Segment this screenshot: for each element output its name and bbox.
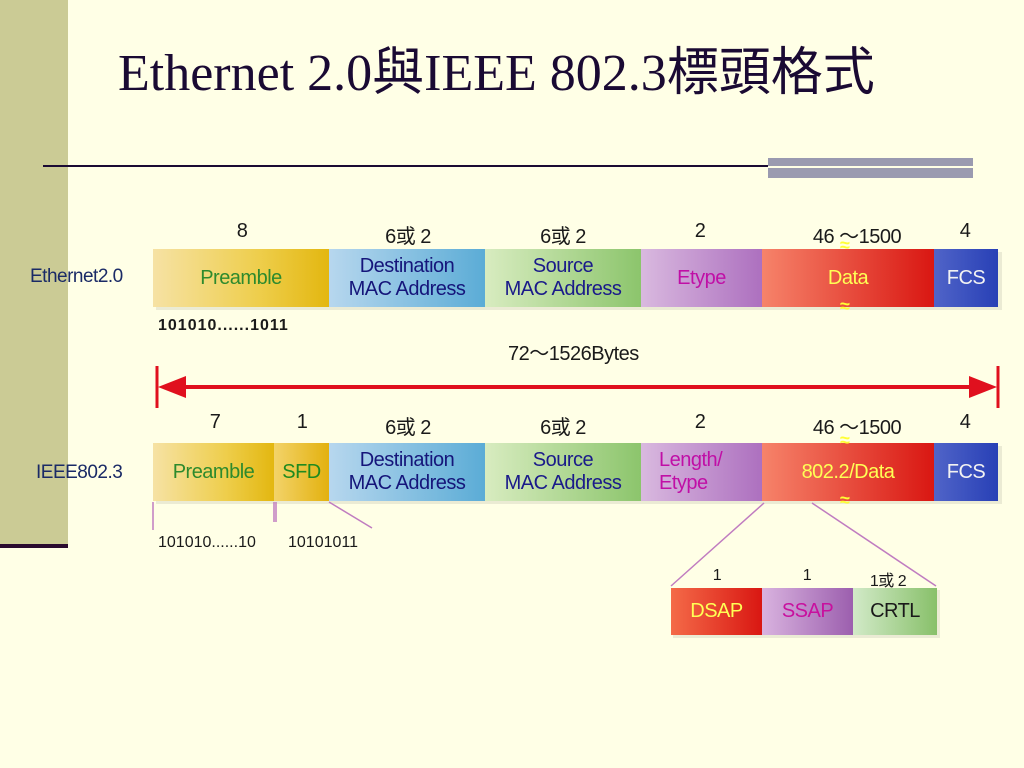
ieee8023-field-fcs: FCS xyxy=(934,443,998,501)
ethernet2-row-label: Ethernet2.0 xyxy=(30,266,123,287)
ieee8023-break-mark-bottom: ≈ xyxy=(840,490,850,510)
ethernet2-break-mark-bottom: ≈ xyxy=(840,296,850,316)
frame-length-arrow xyxy=(155,366,1000,408)
ethernet2-field-preamble: Preamble xyxy=(153,249,329,307)
title-accent-stripe xyxy=(768,166,973,168)
ethernet2-field-fcs: FCS xyxy=(934,249,998,307)
ieee8023-field-data: 802.2/Data xyxy=(762,443,934,501)
ethernet2-break-mark-top: ≈ xyxy=(840,235,850,255)
ieee8023-field-length-etype: Length/ Etype xyxy=(641,443,762,501)
ethernet2-field-destination: Destination MAC Address xyxy=(329,249,485,307)
ieee8023-size-sfd: 1 xyxy=(296,411,308,433)
ethernet2-preamble-bits: 101010......1011 xyxy=(158,317,289,334)
ieee8023-break-mark-top: ≈ xyxy=(840,430,850,450)
slide-title: Ethernet 2.0與IEEE 802.3標頭格式 xyxy=(118,45,875,102)
total-frame-length: 72～1526Bytes xyxy=(508,343,639,365)
sidebar-decoration xyxy=(0,0,68,548)
ieee8023-preamble-bits: 101010......10 xyxy=(158,534,256,551)
ieee8023-size-data: 46 ～1500 xyxy=(812,417,902,439)
ieee8023-size-source: 6或 2 xyxy=(540,417,586,439)
ethernet2-size-etype: 2 xyxy=(694,220,706,242)
llc-field-dsap: DSAP xyxy=(671,588,762,635)
ieee8023-size-preamble: 7 xyxy=(209,411,221,433)
llc-size-dsap: 1 xyxy=(712,567,722,584)
ieee8023-field-preamble: Preamble xyxy=(153,443,274,501)
ethernet2-size-destination: 6或 2 xyxy=(385,226,431,248)
ethernet2-size-data: 46 ～1500 xyxy=(812,226,902,248)
ethernet2-field-etype: Etype xyxy=(641,249,762,307)
ieee8023-sfd-bits: 10101011 xyxy=(288,534,358,551)
llc-size-ssap: 1 xyxy=(802,567,812,584)
llc-field-crtl: CRTL xyxy=(853,588,937,635)
ieee8023-field-destination: Destination MAC Address xyxy=(329,443,485,501)
title-underline xyxy=(43,165,773,167)
ethernet2-size-source: 6或 2 xyxy=(540,226,586,248)
title-accent-block xyxy=(768,158,973,178)
ieee8023-size-fcs: 4 xyxy=(959,411,971,433)
ieee8023-size-length: 2 xyxy=(694,411,706,433)
sidebar-rule xyxy=(0,544,68,548)
ieee8023-row-label: IEEE802.3 xyxy=(36,462,123,483)
ieee8023-field-sfd: SFD xyxy=(274,443,329,501)
ieee8023-field-source: Source MAC Address xyxy=(485,443,641,501)
ethernet2-size-fcs: 4 xyxy=(959,220,971,242)
ieee8023-size-destination: 6或 2 xyxy=(385,417,431,439)
llc-size-crtl: 1或 2 xyxy=(869,573,907,590)
ieee8023-connector-lines xyxy=(152,501,937,587)
ethernet2-field-data: Data xyxy=(762,249,934,307)
ethernet2-field-source: Source MAC Address xyxy=(485,249,641,307)
ethernet2-size-preamble: 8 xyxy=(236,220,248,242)
llc-field-ssap: SSAP xyxy=(762,588,853,635)
